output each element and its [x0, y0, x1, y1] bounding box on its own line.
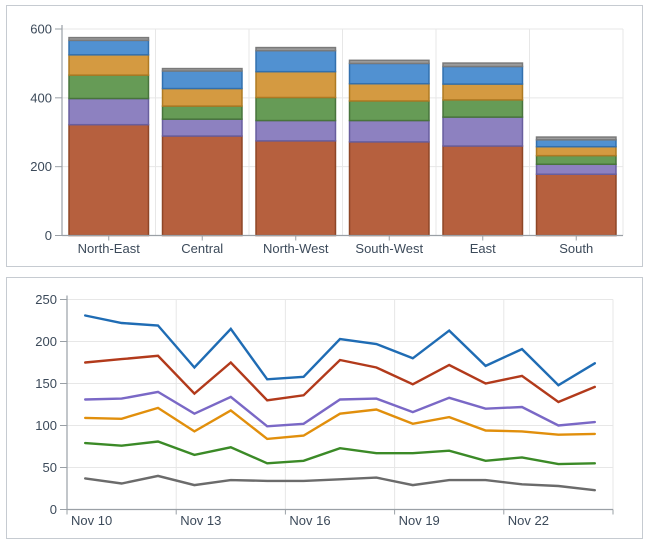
y-axis-label: 150 — [35, 376, 57, 391]
x-axis-label: Nov 13 — [180, 513, 221, 528]
category-label: Central — [181, 241, 223, 256]
bar-segment-series-brown[interactable] — [442, 145, 524, 237]
y-axis-label: 0 — [50, 502, 57, 517]
category-label: North-East — [78, 241, 141, 256]
category-label: East — [470, 241, 496, 256]
bar-chart-panel: North-East Central North-West South-West Eas… — [6, 5, 643, 267]
line-series-line-blue[interactable] — [83, 314, 596, 387]
line-series-line-purple[interactable] — [83, 390, 596, 428]
x-axis-label: Nov 22 — [508, 513, 549, 528]
y-axis-label: 200 — [35, 334, 57, 349]
x-axis-label: Nov 16 — [289, 513, 330, 528]
bar-segment-series-blue[interactable] — [161, 70, 243, 90]
line-series-line-green[interactable] — [83, 440, 596, 466]
line-chart: Nov 10 Nov 13 Nov 16 Nov 19 Nov 22 0 50 100 150 2… — [35, 292, 614, 528]
bar-segment-series-green[interactable] — [535, 154, 617, 166]
line-series-line-red[interactable] — [83, 354, 596, 404]
line-chart-panel: Nov 10 Nov 13 Nov 16 Nov 19 Nov 22 0 50 100 150 2… — [6, 277, 643, 539]
bar-segment-series-green[interactable] — [68, 74, 150, 100]
bar-segment-series-gray[interactable] — [68, 36, 150, 42]
bar-segment-series-gray[interactable] — [348, 59, 430, 65]
y-axis-label: 250 — [35, 292, 57, 307]
bar-segment-series-orange[interactable] — [255, 70, 337, 99]
bar-segment-series-orange[interactable] — [161, 87, 243, 107]
bar-segment-series-purple[interactable] — [68, 97, 150, 126]
y-axis-label: 400 — [30, 90, 52, 105]
bar-segment-series-orange[interactable] — [535, 145, 617, 157]
bar-segment-series-gray[interactable] — [535, 136, 617, 141]
bar-segment-series-green[interactable] — [161, 105, 243, 120]
y-axis-label: 600 — [30, 22, 52, 37]
bar-segment-series-gray[interactable] — [161, 67, 243, 72]
bar-segment-series-blue[interactable] — [442, 65, 524, 85]
x-axis-label: Nov 10 — [71, 513, 112, 528]
bar-segment-series-brown[interactable] — [255, 140, 337, 237]
bar-segment-series-purple[interactable] — [535, 163, 617, 175]
stacked-bar-chart: North-East Central North-West South-West Eas… — [30, 22, 624, 256]
x-axis-label: Nov 19 — [399, 513, 440, 528]
bar-segment-series-green[interactable] — [255, 96, 337, 122]
bar-segment-series-gray[interactable] — [442, 62, 524, 68]
bar-segment-series-blue[interactable] — [68, 39, 150, 56]
bar-segment-series-brown[interactable] — [535, 173, 617, 237]
bar-segment-series-blue[interactable] — [255, 49, 337, 73]
bar-segment-series-brown[interactable] — [68, 123, 150, 237]
bar-segment-series-orange[interactable] — [68, 54, 150, 76]
bar-segment-series-orange[interactable] — [442, 83, 524, 101]
y-axis-label: 0 — [45, 228, 52, 243]
category-label: North-West — [263, 241, 329, 256]
bar-segment-series-purple[interactable] — [255, 119, 337, 142]
y-axis-label: 100 — [35, 418, 57, 433]
bar-segment-series-blue[interactable] — [348, 62, 430, 85]
bar-segment-series-purple[interactable] — [442, 116, 524, 147]
line-series-line-gray[interactable] — [83, 474, 596, 492]
bar-segment-series-blue[interactable] — [535, 139, 617, 148]
bar-segment-series-green[interactable] — [442, 99, 524, 118]
category-label: South-West — [355, 241, 423, 256]
bar-segment-series-orange[interactable] — [348, 82, 430, 102]
bar-segment-series-gray[interactable] — [255, 46, 337, 52]
bar-segment-series-purple[interactable] — [161, 118, 243, 137]
bar-segment-series-green[interactable] — [348, 100, 430, 122]
bar-segment-series-brown[interactable] — [161, 135, 243, 237]
line-series-line-orange[interactable] — [83, 406, 596, 441]
y-axis-label: 50 — [43, 460, 57, 475]
bar-segment-series-purple[interactable] — [348, 119, 430, 143]
y-axis-label: 200 — [30, 159, 52, 174]
bar-segment-series-brown[interactable] — [348, 141, 430, 237]
category-label: South — [559, 241, 593, 256]
